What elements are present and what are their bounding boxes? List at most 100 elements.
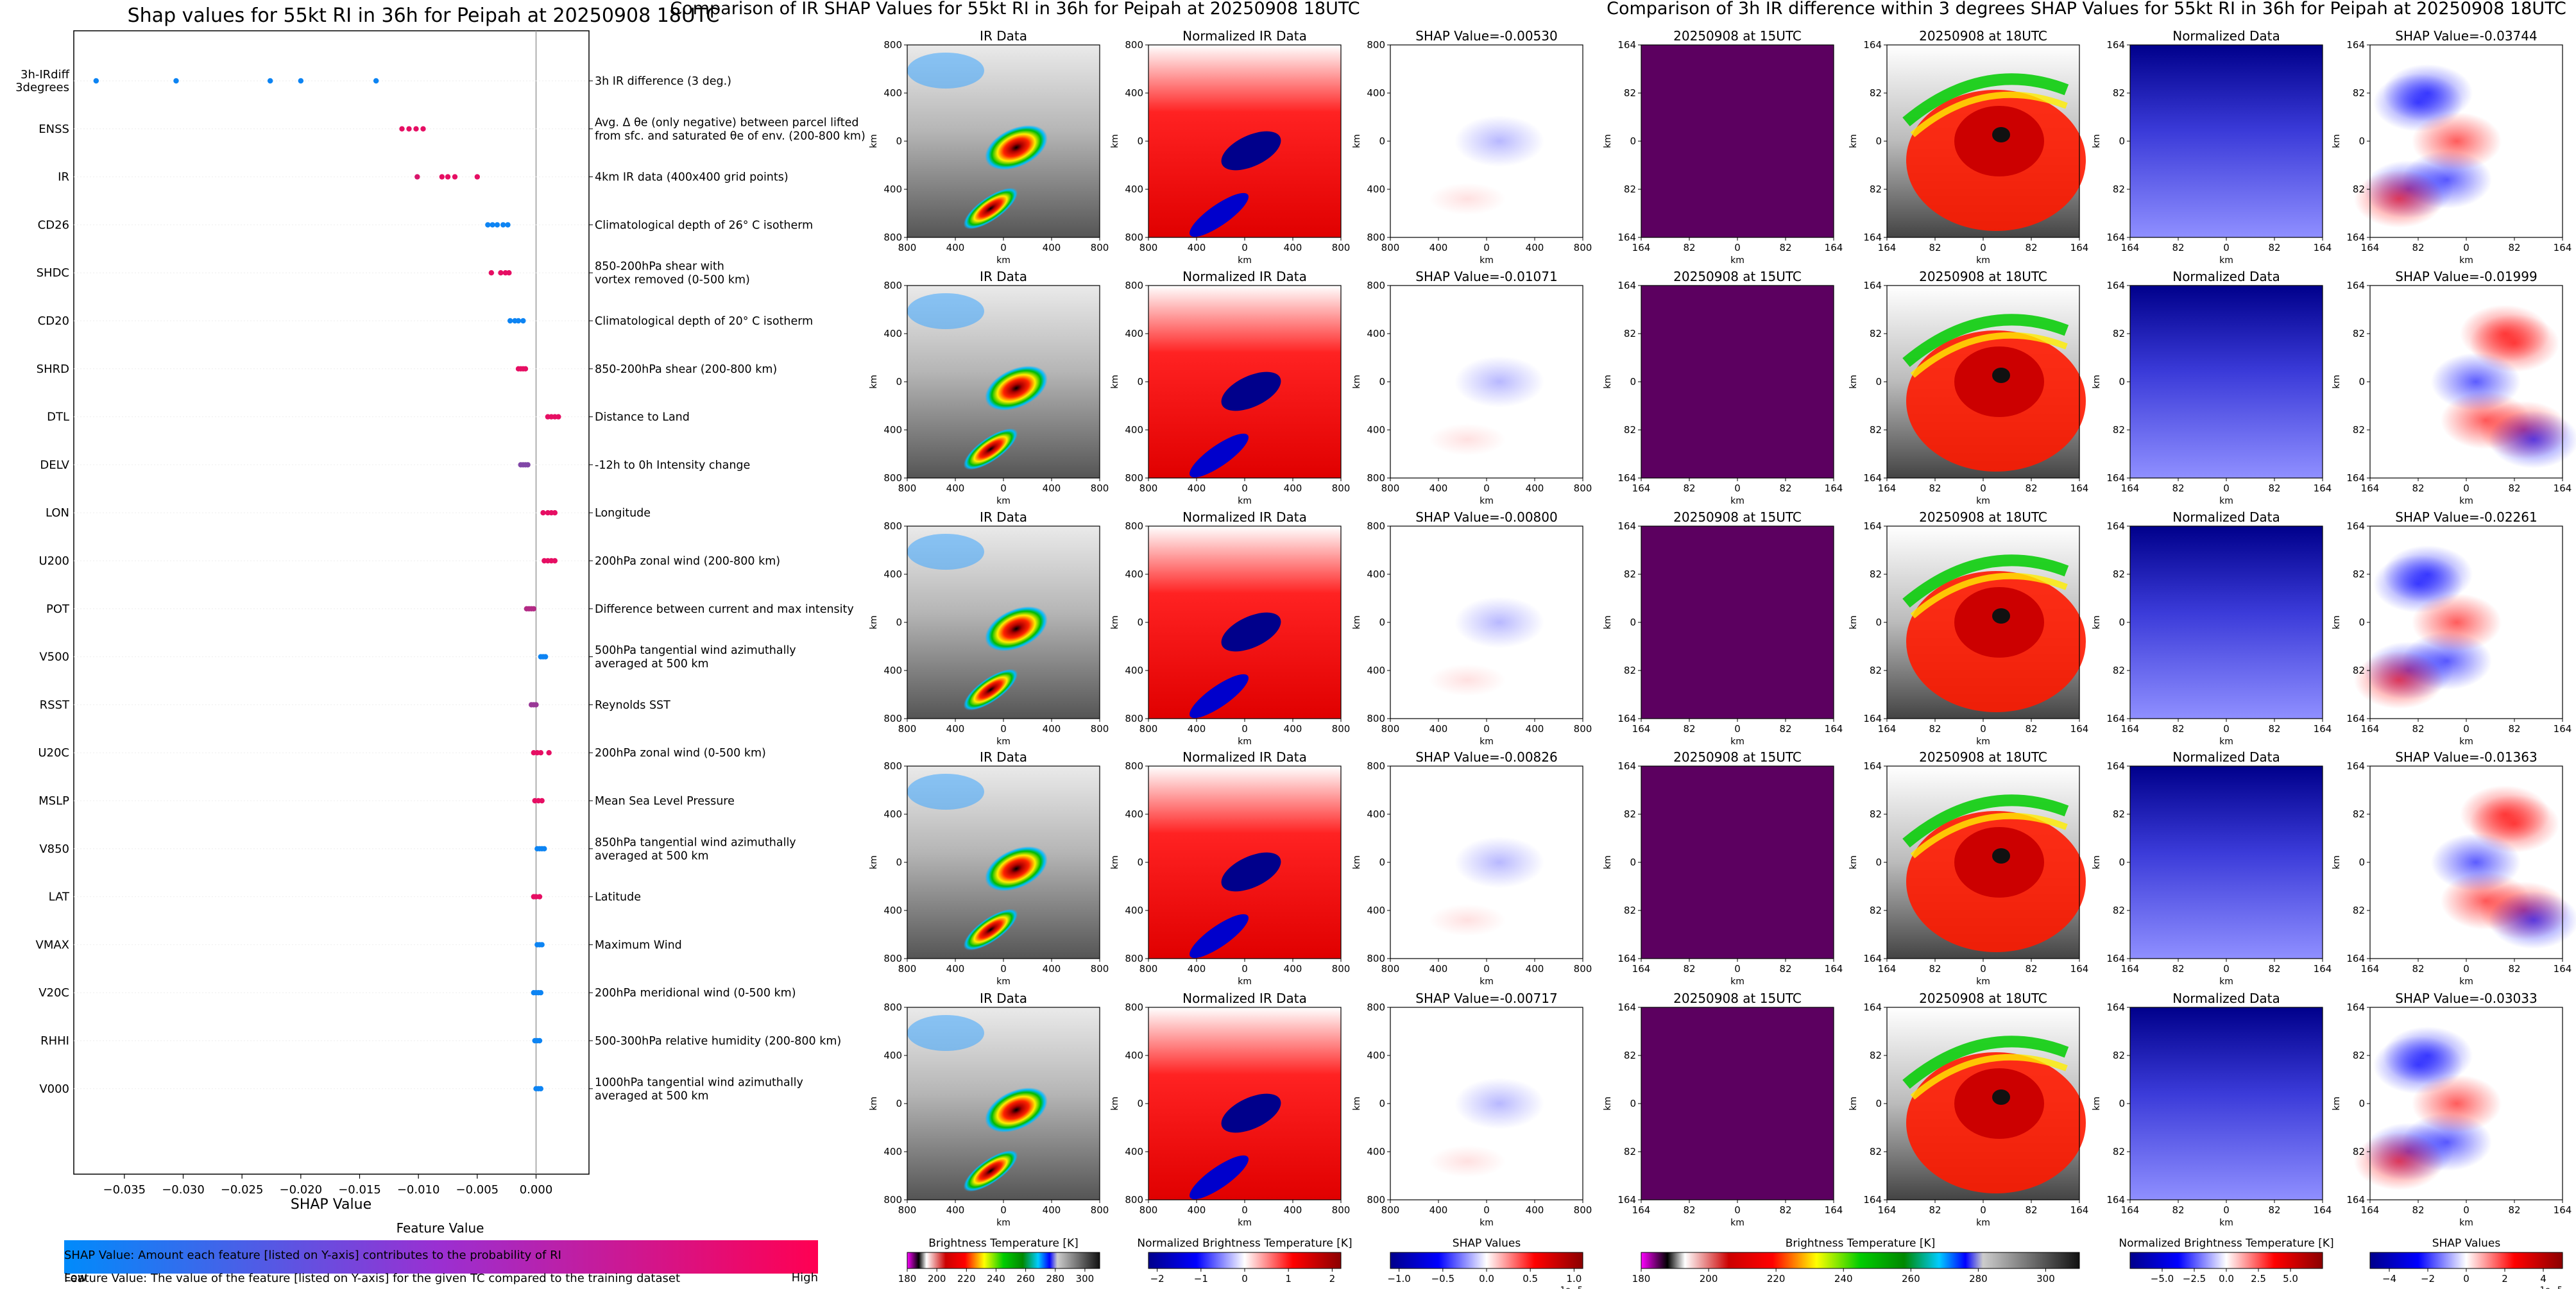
x-tick-label: 164	[1878, 723, 1897, 735]
x-axis-label: km	[996, 255, 1011, 266]
x-tick-label: 400	[1188, 242, 1206, 253]
y-tick-label: 800	[1367, 953, 1385, 964]
y-tick-label: 164	[2106, 713, 2125, 724]
colorbar-tick-label: 0.0	[2219, 1273, 2234, 1285]
positive-shap-patch	[2354, 170, 2444, 228]
x-tick-label: 164	[2314, 482, 2332, 494]
y-tick-label: 800	[1125, 713, 1143, 724]
feature-code-label: V850	[39, 842, 69, 856]
convective-band	[963, 669, 1018, 711]
negative-shap-patch	[2431, 353, 2521, 411]
x-tick-label: 800	[1139, 963, 1158, 975]
y-axis-label: km	[1603, 1097, 1613, 1111]
feature-row: U20C 200hPa zonal wind (0-500 km)	[38, 746, 766, 760]
x-tick-label: 164	[2070, 1204, 2089, 1216]
x-tick-label: 0	[1734, 963, 1741, 975]
panel-title: 20250908 at 18UTC	[1919, 269, 2047, 284]
eye	[1992, 127, 2010, 142]
panel-title: 20250908 at 15UTC	[1673, 509, 1802, 525]
y-axis-label: km	[1110, 855, 1120, 869]
y-tick-label: 800	[1367, 280, 1385, 291]
y-tick-label: 164	[1863, 472, 1882, 484]
y-tick-label: 164	[2346, 713, 2365, 724]
positive-shap-region	[1429, 423, 1506, 456]
x-axis-label: km	[1730, 1218, 1744, 1228]
x-tick-label: 82	[2025, 963, 2037, 975]
feature-code-label: LAT	[49, 891, 70, 904]
x-axis-label: km	[1976, 496, 1990, 506]
x-tick-label: 0	[1734, 242, 1741, 253]
y-axis-label: km	[2332, 1097, 2342, 1111]
colorbar-tick-label: 240	[1834, 1273, 1853, 1285]
y-tick-label: 164	[1863, 280, 1882, 291]
cold-band	[1190, 674, 1249, 719]
x-tick-label: 800	[1091, 1204, 1109, 1216]
colorbar-tick-label: 0	[2463, 1273, 2469, 1285]
x-tick-label: 0	[2223, 482, 2230, 494]
storm-core	[985, 606, 1048, 651]
panel-title: Normalized Data	[2172, 749, 2280, 765]
x-axis-label: km	[1480, 1218, 1494, 1228]
y-tick-label: 82	[1624, 87, 1636, 99]
y-axis-label: km	[2332, 855, 2342, 869]
colorbar-tick-label: 0	[1241, 1273, 1248, 1285]
x-tick-label: 400	[1284, 723, 1302, 735]
green-band	[1902, 314, 2069, 367]
shap-point	[552, 510, 558, 516]
x-tick-label: 800	[1332, 963, 1351, 975]
x-tick-label: −0.030	[162, 1183, 205, 1197]
yellow-band	[1910, 812, 2068, 858]
cold-core	[1221, 852, 1281, 892]
y-tick-label: 0	[2119, 857, 2125, 868]
y-axis-label: km	[1603, 134, 1613, 148]
x-tick-label: 0	[1241, 482, 1248, 494]
y-axis-label: km	[1848, 134, 1859, 148]
negative-shap-patch	[2383, 1027, 2473, 1084]
x-tick-label: 164	[2121, 723, 2140, 735]
y-tick-label: 800	[1367, 1194, 1385, 1206]
y-tick-label: 82	[1624, 1146, 1636, 1157]
y-tick-label: 400	[883, 87, 902, 99]
y-tick-label: 400	[1367, 665, 1385, 676]
panel-title: SHAP Value=-0.01999	[2395, 269, 2537, 284]
y-tick-label: 400	[1125, 1050, 1143, 1061]
x-tick-label: 82	[1779, 482, 1791, 494]
y-tick-label: 0	[1137, 1098, 1143, 1109]
panel-title: Normalized Data	[2172, 269, 2280, 284]
negative-shap-patch	[2383, 545, 2473, 603]
x-tick-label: 400	[1526, 963, 1544, 975]
x-tick-label: 0	[1483, 1204, 1490, 1216]
y-tick-label: 82	[1870, 808, 1882, 820]
shap-point	[536, 1037, 543, 1044]
x-tick-label: 164	[2121, 242, 2140, 253]
x-tick-label: 800	[1574, 723, 1592, 735]
y-tick-label: 800	[883, 713, 902, 724]
x-tick-label: 82	[2268, 242, 2280, 253]
colorbar-title: Brightness Temperature [K]	[1786, 1237, 1935, 1250]
y-tick-label: 164	[1863, 760, 1882, 772]
x-tick-label: 400	[1188, 963, 1206, 975]
panel-title: SHAP Value=-0.01071	[1415, 269, 1557, 284]
y-tick-label: 800	[883, 280, 902, 291]
cloud-top	[907, 534, 984, 570]
x-tick-label: 164	[1825, 242, 1843, 253]
x-tick-label: 0	[1000, 963, 1007, 975]
feature-description-label: 850hPa tangential wind azimuthally	[595, 836, 796, 849]
y-tick-label: 82	[2353, 424, 2365, 436]
x-tick-label: 800	[1091, 242, 1109, 253]
y-tick-label: 0	[1379, 857, 1385, 868]
y-axis-label: km	[1110, 615, 1120, 629]
x-tick-label: 400	[1043, 242, 1061, 253]
shap-axes-frame	[73, 30, 590, 1175]
feature-description-label: from sfc. and saturated θe of env. (200-…	[595, 130, 866, 142]
shap-point	[531, 606, 537, 611]
shap-point	[522, 366, 529, 371]
x-tick-label: 400	[1526, 242, 1544, 253]
x-tick-label: 0	[1483, 963, 1490, 975]
x-tick-label: 82	[2172, 1204, 2184, 1216]
y-tick-label: 82	[1870, 87, 1882, 99]
